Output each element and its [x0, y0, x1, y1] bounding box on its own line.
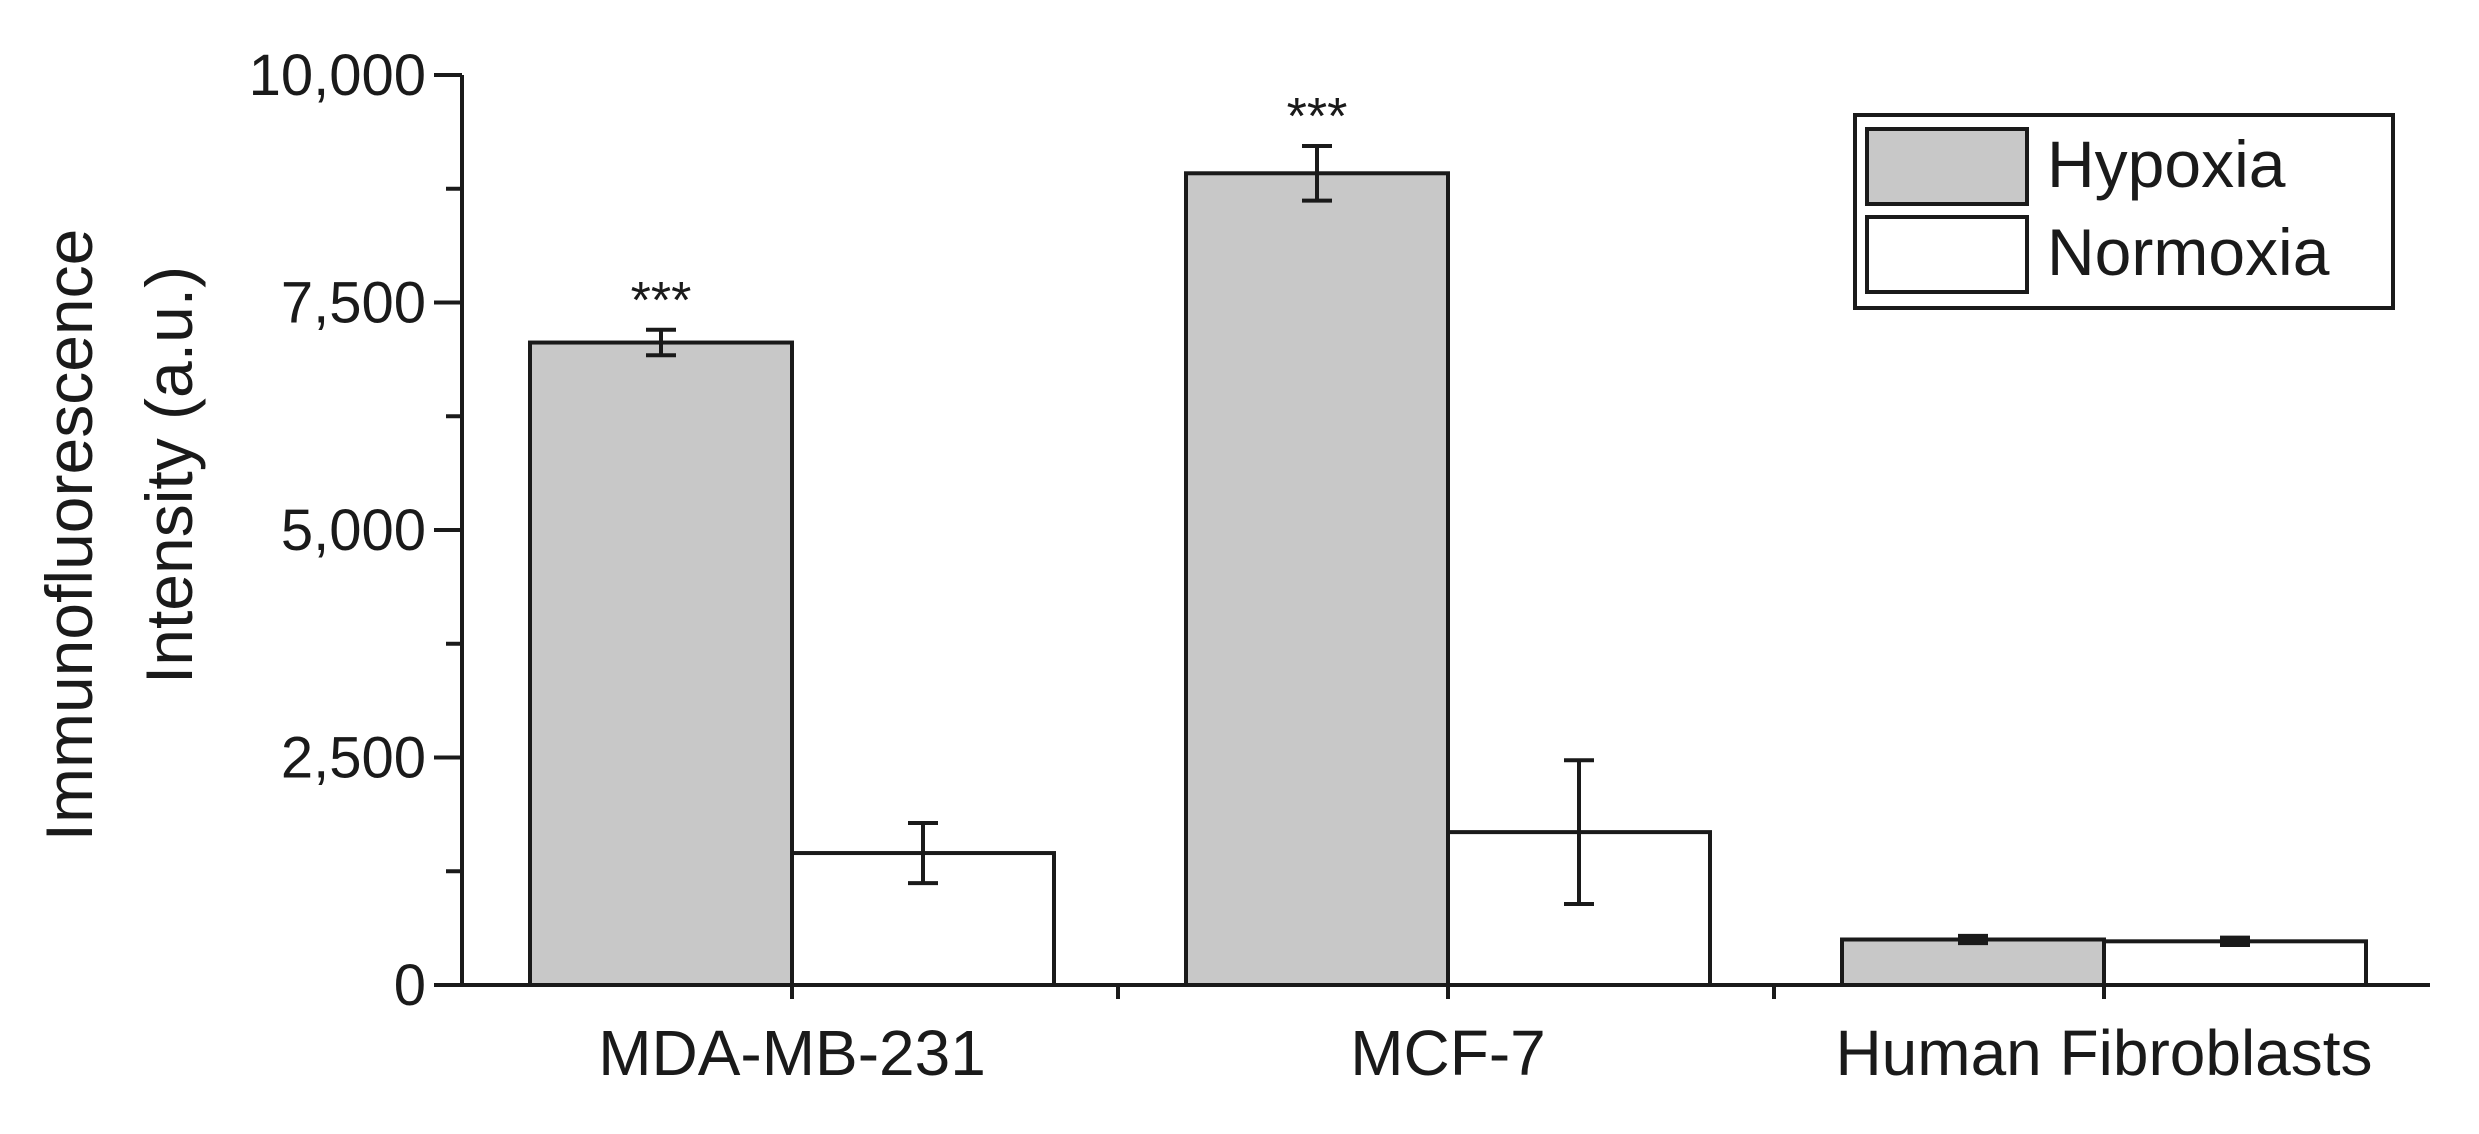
x-category-label: Human Fibroblasts [1835, 1017, 2372, 1089]
significance-marker: *** [631, 272, 692, 330]
legend: Hypoxia Normoxia [1853, 113, 2395, 310]
bars [528, 171, 2368, 988]
y-axis-title: Immunofluorescence Intensity (a.u.) [32, 229, 206, 842]
y-tick-label: 0 [394, 953, 426, 1018]
x-category-label: MCF-7 [1350, 1017, 1546, 1089]
bar-normoxia [2102, 939, 2368, 988]
legend-label-hypoxia: Hypoxia [2047, 127, 2286, 201]
y-tick-label: 5,000 [281, 498, 426, 563]
axes: 0 2,500 5,000 7,500 10,000 MDA-MB-231 MCF-7 Hum… [249, 43, 2430, 1089]
bar-hypoxia [1840, 937, 2106, 987]
bar-hypoxia [528, 340, 794, 988]
y-tick-label: 7,500 [281, 271, 426, 336]
y-tick-label: 10,000 [249, 43, 426, 108]
legend-swatch-normoxia [1865, 215, 2029, 294]
legend-swatch-hypoxia [1865, 127, 2029, 206]
y-axis-title-line2: Intensity (a.u.) [132, 266, 206, 684]
legend-label-normoxia: Normoxia [2047, 215, 2330, 289]
error-bars [646, 143, 2250, 947]
x-category-label: MDA-MB-231 [598, 1017, 986, 1089]
y-tick-label: 2,500 [281, 726, 426, 791]
significance-marker: *** [1287, 88, 1348, 146]
y-axis-title-line1: Immunofluorescence [32, 229, 106, 842]
bar-hypoxia [1184, 171, 1450, 987]
significance-annotations: *** *** [631, 88, 1348, 330]
